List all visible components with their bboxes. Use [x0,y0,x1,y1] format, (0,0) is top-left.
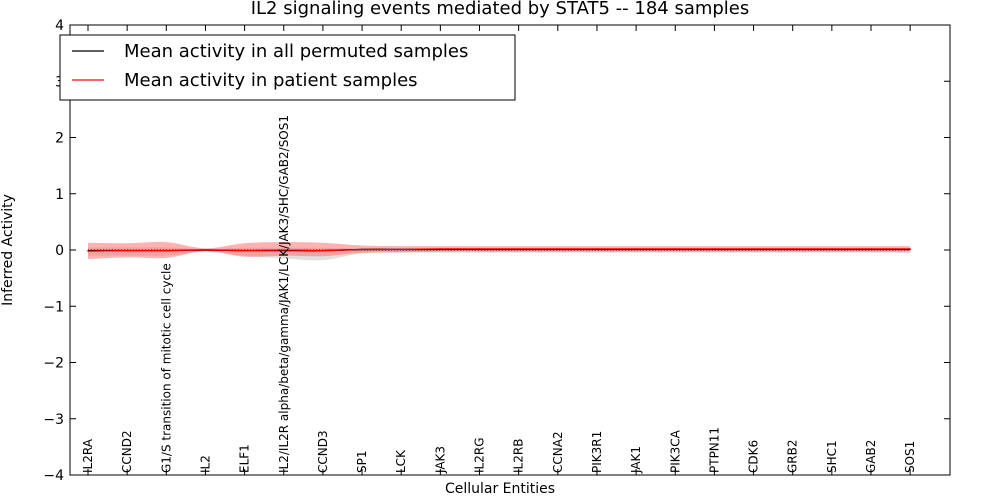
point-patient-1 [126,249,128,252]
x-category-label: IL2RB [512,439,526,473]
x-category-label: PTPN11 [707,427,721,473]
x-category-label: G1/S transition of mitotic cell cycle [159,263,173,473]
x-category-label: IL2RA [81,438,95,473]
y-tick-label: −1 [43,299,64,315]
y-tick-label: 1 [55,187,64,203]
x-category-label: ELF1 [238,444,252,473]
x-category-label: PIK3R1 [590,431,604,473]
point-patient-2 [165,249,167,252]
y-tick-label: 0 [55,243,64,259]
point-patient-14 [635,248,637,250]
x-category-label: JAK1 [629,446,643,474]
point-patient-13 [596,248,598,250]
point-patient-0 [87,250,89,252]
legend: Mean activity in all permuted samples Me… [59,34,516,101]
x-axis-label: Cellular Entities [445,481,555,497]
x-category-label: SP1 [355,451,369,474]
legend-label-permuted: Mean activity in all permuted samples [124,41,468,62]
point-patient-6 [322,249,324,252]
x-category-label: CCND2 [120,430,134,473]
x-category-label: CCND3 [316,430,330,473]
point-patient-5 [283,249,285,251]
legend-box [59,34,516,101]
x-axis-labels: IL2RA CCND2 G1/S transition of mitotic cel… [81,25,917,475]
point-patient-18 [792,248,794,250]
point-patient-4 [244,249,246,252]
confidence-bands [88,241,911,261]
point-patient-16 [713,248,716,250]
y-tick-label: −4 [43,468,64,484]
point-patient-21 [909,248,911,250]
point-patient-19 [831,248,833,250]
x-category-label: IL2RG [473,438,487,474]
chart-title: IL2 signaling events mediated by STAT5 -… [251,0,750,19]
y-axis-label: Inferred Activity [0,194,16,306]
point-patient-8 [400,248,402,251]
x-category-label: JAK3 [433,446,447,474]
x-category-label: IL2/IL2R alpha/beta/gamma/JAK1/LCK/JAK3/… [277,115,291,473]
legend-label-patient: Mean activity in patient samples [124,70,418,91]
point-patient-11 [518,248,520,250]
point-patient-7 [361,248,363,251]
point-patient-17 [752,248,755,250]
x-category-label: CCNA2 [551,431,565,473]
x-category-label: PIK3CA [668,429,682,473]
x-category-label: SOS1 [903,441,917,473]
series-lines [87,248,911,252]
point-patient-12 [557,248,559,250]
point-patient-10 [478,248,481,250]
x-category-label: GRB2 [786,439,800,473]
series-line-patient [87,248,911,252]
x-category-label: SHC1 [825,440,839,473]
x-category-label: CDK6 [747,440,761,473]
point-patient-9 [439,248,441,250]
x-category-label: LCK [394,449,408,473]
point-patient-3 [204,249,207,251]
x-category-label: GAB2 [864,440,878,473]
point-patient-15 [674,248,676,250]
y-tick-label: 2 [55,131,64,147]
x-category-label: IL2 [198,455,212,473]
y-tick-label: 4 [55,18,64,34]
point-patient-20 [870,248,872,250]
y-tick-label: −2 [43,356,64,372]
y-tick-label: −3 [43,412,64,428]
